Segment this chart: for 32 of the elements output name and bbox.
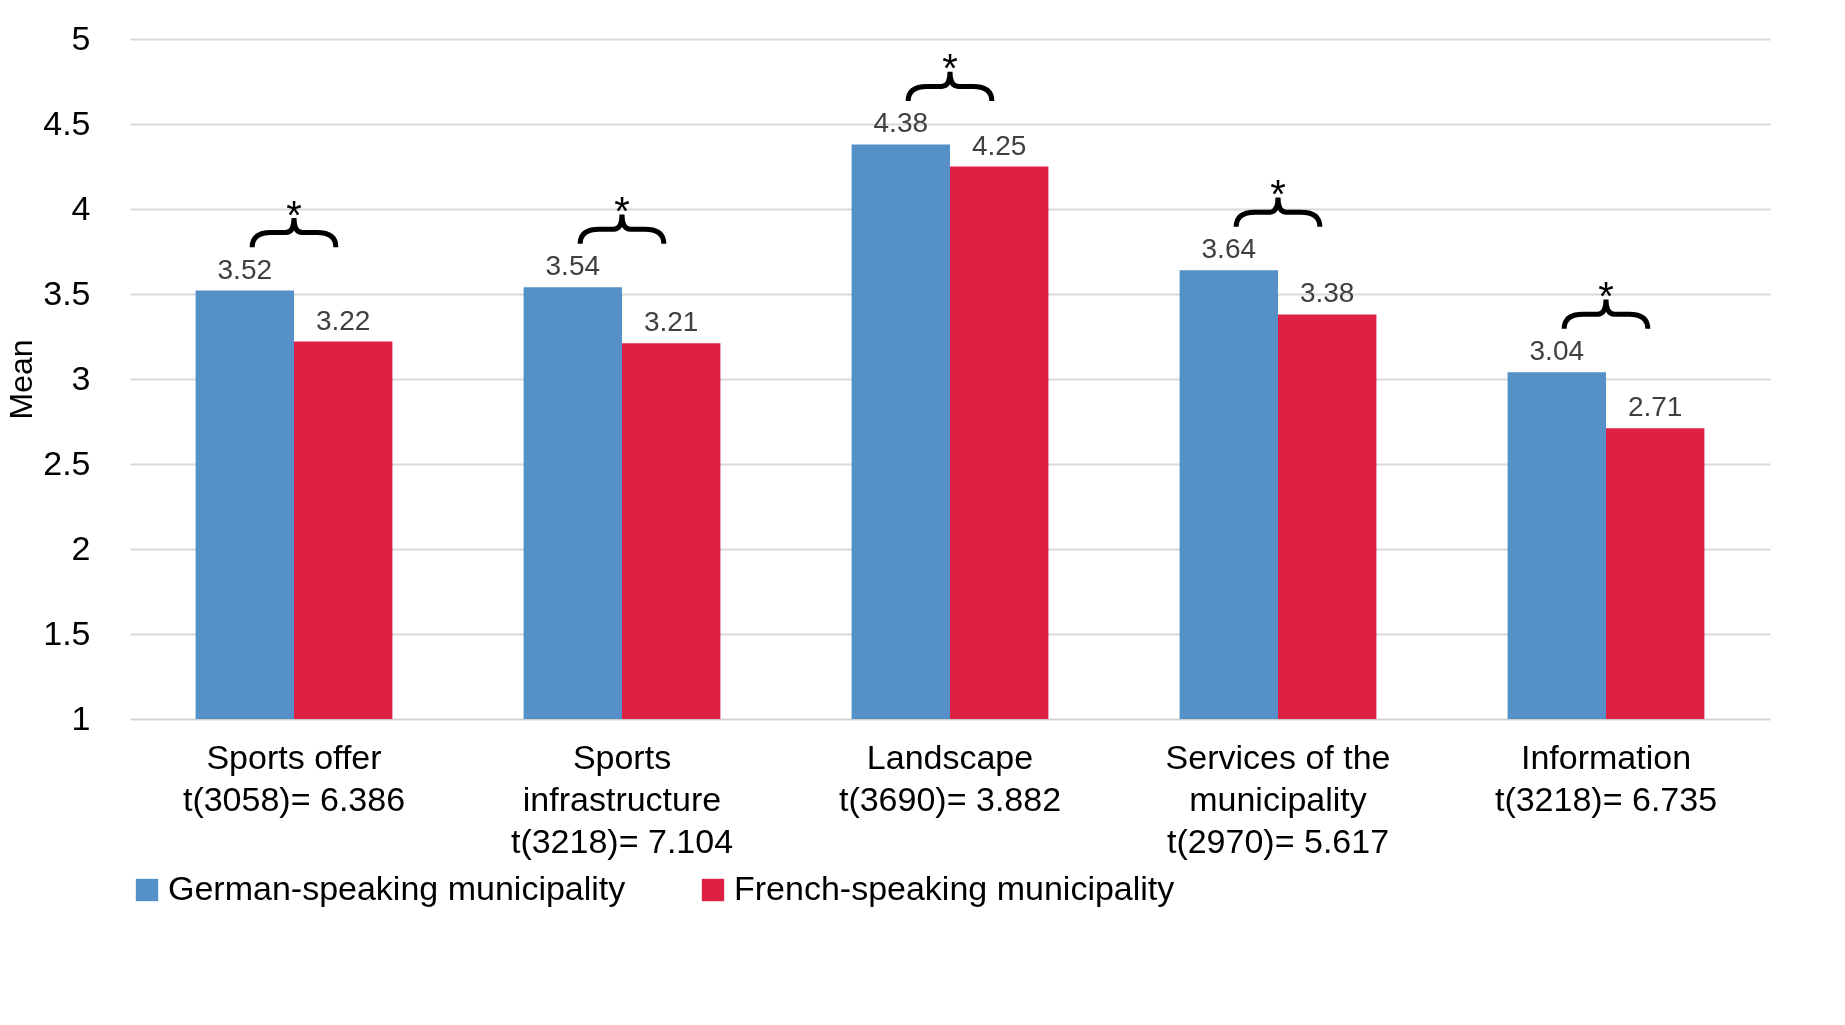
data-label: 4.25 <box>971 129 1027 161</box>
y-axis-title: Mean <box>3 339 40 420</box>
y-tick-label: 1.5 <box>43 613 91 652</box>
data-label: 3.04 <box>1529 335 1585 367</box>
data-label: 4.38 <box>873 107 929 139</box>
x-tick-label: Landscape t(3690)= 3.882 <box>838 737 1062 818</box>
x-tick-label: Information t(3218)= 6.735 <box>1494 737 1718 818</box>
data-label: 3.54 <box>545 250 601 282</box>
y-tick-label: 5 <box>71 18 91 57</box>
y-tick-label: 4.5 <box>43 103 91 142</box>
annotation: * <box>286 192 302 237</box>
y-tick-label: 4 <box>71 188 91 227</box>
annotation: * <box>614 189 630 234</box>
y-tick-label: 2 <box>71 528 91 567</box>
x-tick-label: Sports offer t(3058)= 6.386 <box>182 737 406 818</box>
data-label: 2.71 <box>1627 391 1683 423</box>
annotation: * <box>1598 274 1614 319</box>
data-label: 3.64 <box>1201 233 1257 265</box>
x-tick-label: Sports infrastructure t(3218)= 7.104 <box>510 737 734 860</box>
y-tick-label: 3.5 <box>43 273 91 312</box>
annotation: * <box>942 46 958 91</box>
y-tick-label: 2.5 <box>43 443 91 482</box>
legend-label: German-speaking municipality <box>168 869 626 907</box>
y-tick-label: 3 <box>71 358 91 397</box>
legend-label: French-speaking municipality <box>734 869 1175 907</box>
data-label: 3.22 <box>315 304 371 336</box>
data-label: 3.52 <box>217 253 273 285</box>
y-tick-label: 1 <box>71 698 91 737</box>
data-label: 3.38 <box>1299 277 1355 309</box>
annotation: * <box>1270 172 1286 217</box>
x-tick-label: Services of the municipality t(2970)= 5.617 <box>1165 737 1391 860</box>
data-label: 3.21 <box>643 306 699 338</box>
